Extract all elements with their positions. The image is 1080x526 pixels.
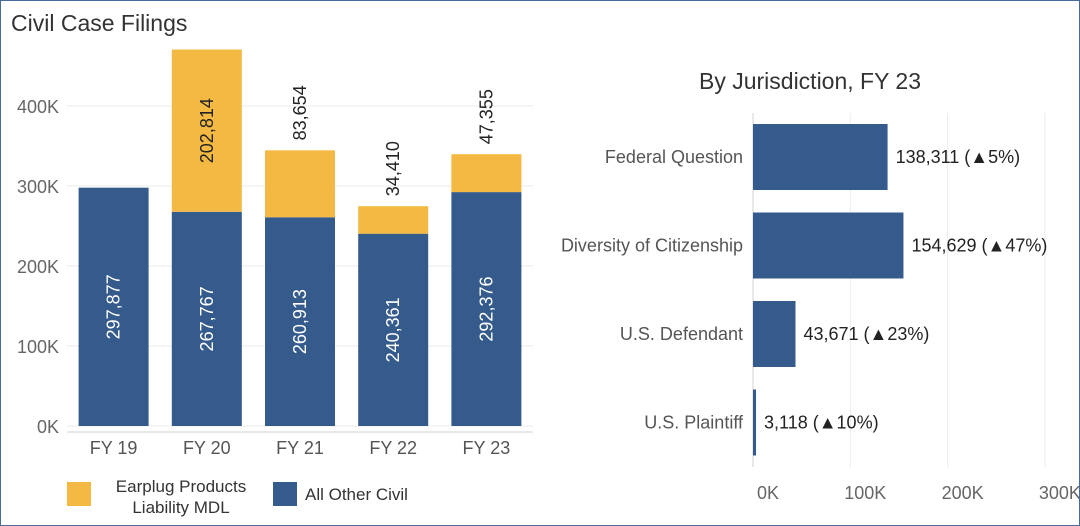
- bar-value-label: 34,410: [383, 141, 403, 196]
- category-label: Diversity of Citizenship: [561, 236, 743, 256]
- bar-all-other-civil: [78, 187, 149, 426]
- bar-value-label: 292,376: [476, 277, 496, 342]
- bar-value-label: 202,814: [197, 98, 217, 163]
- page-title: Civil Case Filings: [11, 10, 188, 36]
- x-tick-label: FY 19: [90, 438, 138, 458]
- bar-all-other-civil: [358, 233, 429, 426]
- chart-title: By Jurisdiction, FY 23: [699, 68, 921, 94]
- legend-label: All Other Civil: [305, 485, 408, 504]
- category-label: U.S. Defendant: [620, 324, 743, 344]
- x-tick-label: FY 23: [463, 438, 511, 458]
- bar-value-label: 3,118 (▲10%): [764, 413, 879, 433]
- y-tick-label: 200K: [17, 257, 59, 277]
- legend-label: Earplug Products: [116, 477, 246, 496]
- x-tick-label: 300K: [1039, 483, 1079, 503]
- x-tick-label: FY 21: [276, 438, 324, 458]
- legend-swatch-all-other: [273, 482, 297, 506]
- x-tick-label: FY 20: [183, 438, 231, 458]
- bar-value-label: 43,671 (▲23%): [803, 324, 929, 344]
- bar-value-label: 154,629 (▲47%): [911, 236, 1047, 256]
- x-tick-label: 100K: [844, 483, 886, 503]
- category-label: Federal Question: [605, 147, 743, 167]
- legend-label: Liability MDL: [132, 498, 229, 517]
- bar-earplug-mdl: [265, 150, 335, 218]
- x-tick-label: 200K: [942, 483, 984, 503]
- bar-all-other-civil: [171, 211, 242, 426]
- bar-earplug-mdl: [171, 49, 242, 212]
- bar-value-label: 260,913: [290, 289, 310, 354]
- x-tick-label: FY 22: [369, 438, 417, 458]
- bar-jurisdiction: [753, 389, 757, 456]
- bar-value-label: 83,654: [290, 85, 310, 140]
- y-tick-label: 300K: [17, 177, 59, 197]
- bar-value-label: 297,877: [104, 274, 124, 339]
- y-tick-label: 400K: [17, 97, 59, 117]
- bar-value-label: 47,355: [476, 89, 496, 144]
- bar-earplug-mdl: [451, 154, 522, 193]
- legend-swatch-earplug: [67, 482, 91, 506]
- bar-all-other-civil: [451, 192, 522, 426]
- bar-all-other-civil: [265, 217, 335, 426]
- y-tick-label: 100K: [17, 337, 59, 357]
- bar-value-label: 240,361: [383, 297, 403, 362]
- bar-jurisdiction: [753, 124, 888, 190]
- bar-jurisdiction: [753, 301, 796, 367]
- bar-value-label: 267,767: [197, 286, 217, 351]
- x-tick-label: 0K: [757, 483, 779, 503]
- category-label: U.S. Plaintiff: [644, 413, 744, 433]
- bar-value-label: 138,311 (▲5%): [896, 147, 1021, 167]
- y-tick-label: 0K: [37, 417, 59, 437]
- bar-jurisdiction: [753, 212, 904, 279]
- bar-earplug-mdl: [358, 206, 429, 234]
